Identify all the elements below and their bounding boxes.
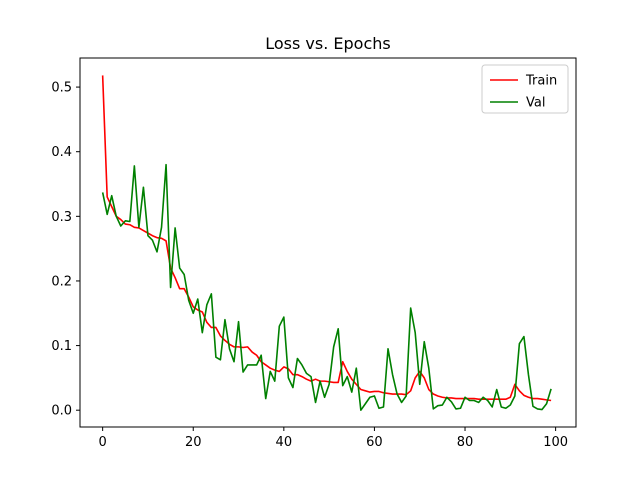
axes: 0 20 40 60 80 100 0.0 0.1 0.2 0.3 0.4 0.5: [51, 57, 577, 450]
y-tick-label: 0.5: [51, 81, 72, 96]
x-tick-label: 40: [276, 435, 293, 450]
legend-label-val: Val: [526, 96, 545, 111]
x-tick-label: 60: [366, 435, 383, 450]
series-line-val: [101, 163, 552, 412]
y-tick-label: 0.3: [51, 210, 72, 225]
y-tick-label: 0.4: [51, 145, 72, 160]
y-tick-label: 0.0: [51, 404, 72, 419]
axes-frame: [79, 57, 577, 428]
legend: Train Val: [481, 64, 569, 114]
x-tick-label: 100: [543, 435, 568, 450]
x-tick-label: 80: [457, 435, 474, 450]
x-tick-label: 20: [185, 435, 202, 450]
x-tick-label: 0: [99, 435, 107, 450]
legend-label-train: Train: [525, 74, 557, 89]
plot-area: [101, 75, 552, 412]
chart-title: Loss vs. Epochs: [265, 34, 390, 53]
legend-box: [481, 64, 569, 114]
y-tick-label: 0.1: [51, 339, 72, 354]
y-tick-label: 0.2: [51, 274, 72, 289]
series-line-train: [101, 75, 552, 402]
